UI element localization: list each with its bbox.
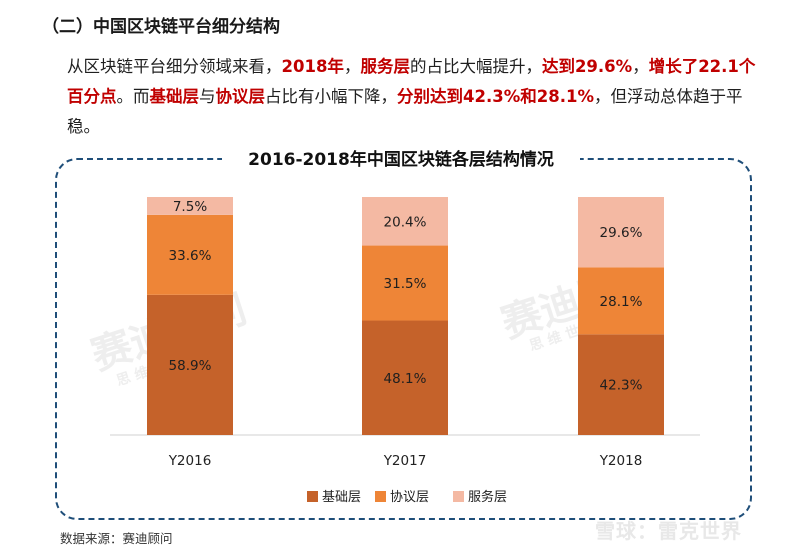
legend-label: 服务层 xyxy=(468,489,507,505)
x-tick-label: Y2016 xyxy=(168,453,212,469)
intro-text: 的占比大幅提升， xyxy=(409,57,542,76)
legend-swatch xyxy=(375,491,386,502)
bar-segment xyxy=(147,214,233,295)
bar-segment xyxy=(362,245,448,321)
intro-text: ， xyxy=(343,57,361,76)
x-tick-label: Y2017 xyxy=(383,453,427,469)
legend-swatch xyxy=(453,491,464,502)
chart-title: 2016-2018年中国区块链各层结构情况 xyxy=(222,146,580,174)
bar-segment xyxy=(578,267,664,335)
bar-segment xyxy=(147,197,233,215)
legend-swatch xyxy=(307,491,318,502)
data-source: 数据来源：赛迪顾问 xyxy=(60,531,173,546)
intro-text: 从区块链平台细分领域来看， xyxy=(67,57,282,76)
data-label: 48.1% xyxy=(384,371,427,387)
data-label: 33.6% xyxy=(169,248,212,264)
data-label: 31.5% xyxy=(384,276,427,292)
watermark: 雪球：雷克世界 xyxy=(595,519,742,543)
data-label: 28.1% xyxy=(600,294,643,310)
intro-highlight: 基础层 xyxy=(149,87,200,106)
data-label: 58.9% xyxy=(169,358,212,374)
intro-highlight: 增长了22.1个百分点 xyxy=(67,57,756,106)
intro-highlight: 服务层 xyxy=(360,57,410,76)
intro-highlight: 分别达到42.3%和28.1% xyxy=(397,87,594,106)
data-label: 42.3% xyxy=(600,378,643,394)
data-label: 20.4% xyxy=(384,214,427,230)
intro-text: 。而 xyxy=(116,87,150,106)
section-title: （二）中国区块链平台细分结构 xyxy=(42,17,280,37)
intro-text: ， xyxy=(632,57,649,76)
intro-text: 与 xyxy=(199,87,216,106)
legend-label: 基础层 xyxy=(322,490,361,505)
intro-text: ，但浮动总体趋于平稳。 xyxy=(67,87,743,136)
intro-text: 占比有小幅下降， xyxy=(265,87,397,106)
intro-highlight: 协议层 xyxy=(215,87,266,106)
intro-highlight: 2018年 xyxy=(281,57,344,76)
data-label: 29.6% xyxy=(600,225,643,241)
legend-label: 协议层 xyxy=(390,490,429,505)
bar-segment xyxy=(578,334,664,435)
x-tick-label: Y2018 xyxy=(599,453,643,469)
bar-segment xyxy=(578,197,664,268)
bar-segment xyxy=(362,320,448,435)
intro-paragraph: 从区块链平台细分领域来看，2018年，服务层的占比大幅提升，达到29.6%，增长… xyxy=(67,52,767,142)
bar-segment xyxy=(362,197,448,246)
bar-segment xyxy=(147,294,233,435)
intro-highlight: 达到29.6% xyxy=(541,57,633,76)
data-label: 7.5% xyxy=(173,199,207,215)
